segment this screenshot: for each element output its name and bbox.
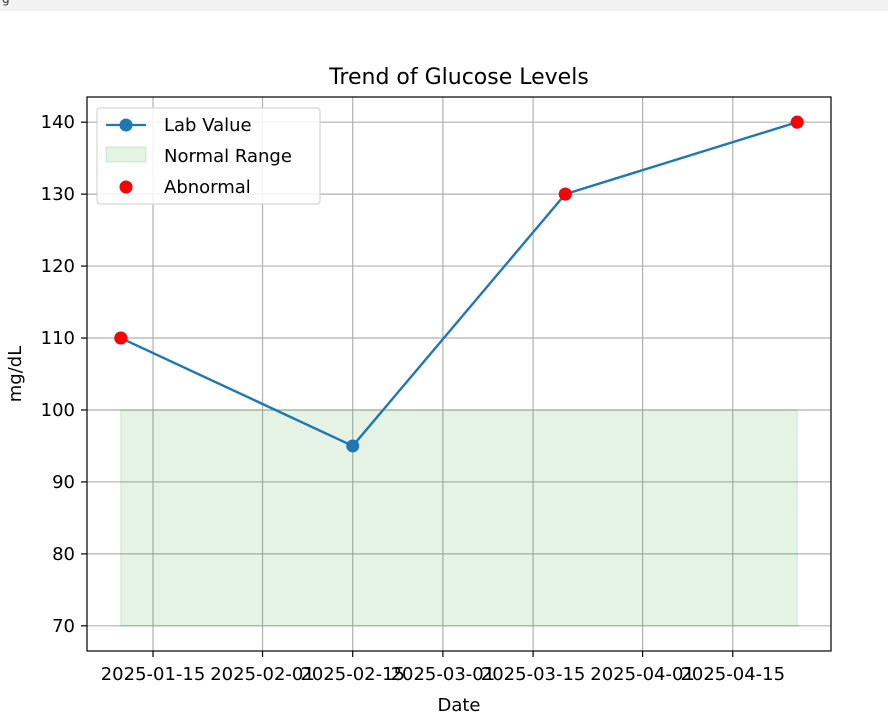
x-ticks: 2025-01-15 2025-02-012025-02-152025-03-01… bbox=[101, 651, 785, 685]
x-tick-label: 2025-02-01 bbox=[210, 664, 315, 685]
normal-range-layer bbox=[120, 409, 798, 627]
top-strip-fragment: g bbox=[2, 0, 10, 6]
plot-frame bbox=[86, 96, 832, 652]
y-tick-label: 70 bbox=[52, 616, 75, 637]
y-tick-label: 110 bbox=[41, 328, 75, 349]
legend-marker-abnormal bbox=[119, 180, 133, 194]
series-line-lab-value bbox=[120, 121, 798, 448]
legend-label-lab-value: Lab Value bbox=[164, 115, 252, 136]
x-tick-label: 2025-04-15 bbox=[680, 664, 785, 685]
y-tick-label: 90 bbox=[52, 472, 75, 493]
x-tick-label: 2025-04-01 bbox=[590, 664, 695, 685]
y-tick-label: 100 bbox=[41, 400, 75, 421]
y-tick-label: 80 bbox=[52, 544, 75, 565]
x-tick-label: 2025-01-15 bbox=[101, 664, 206, 685]
y-ticks: 70 80 90 100 110 120 130 140 bbox=[41, 112, 87, 637]
x-tick-label: 2025-02-15 bbox=[300, 664, 405, 685]
legend-label-normal-range: Normal Range bbox=[164, 146, 292, 167]
x-axis-label: Date bbox=[437, 695, 480, 716]
data-point-lab-value bbox=[346, 439, 360, 453]
y-tick-label: 120 bbox=[41, 256, 75, 277]
data-point-abnormal bbox=[114, 331, 128, 345]
series-layer bbox=[114, 115, 804, 453]
y-axis-label: mg/dL bbox=[5, 346, 26, 402]
y-tick-label: 140 bbox=[41, 112, 75, 133]
data-point-abnormal bbox=[558, 187, 572, 201]
legend-label-abnormal: Abnormal bbox=[164, 177, 251, 198]
x-tick-label: 2025-03-01 bbox=[391, 664, 496, 685]
legend-swatch-normal-range bbox=[105, 146, 147, 163]
chart-title: Trend of Glucose Levels bbox=[328, 65, 589, 90]
y-tick-label: 130 bbox=[41, 184, 75, 205]
legend-box bbox=[96, 107, 321, 205]
top-strip: g bbox=[0, 0, 888, 11]
x-tick-label: 2025-03-15 bbox=[481, 664, 586, 685]
normal-range-band bbox=[120, 409, 798, 627]
grid bbox=[87, 97, 831, 651]
legend-marker-lab-value bbox=[119, 118, 133, 132]
data-point-abnormal bbox=[790, 115, 804, 129]
legend: Lab Value Normal Range Abnormal bbox=[96, 107, 321, 205]
